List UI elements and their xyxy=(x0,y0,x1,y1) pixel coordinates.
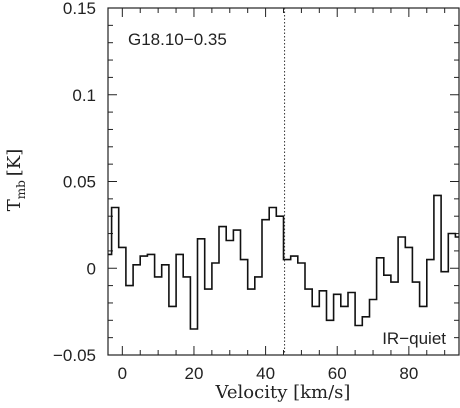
x-tick-label: 60 xyxy=(328,364,347,383)
spectrum-line xyxy=(108,194,459,330)
x-axis-label: Velocity [km/s] xyxy=(215,382,351,403)
plot-frame xyxy=(107,7,460,356)
y-axis-label-unit: [K] xyxy=(4,149,25,177)
class-annotation: IR−quiet xyxy=(382,329,446,348)
y-tick-label: 0 xyxy=(87,259,96,278)
x-tick-label: 80 xyxy=(399,364,418,383)
y-axis-label: Tmb [K] xyxy=(4,149,28,212)
svg-text:Tmb[K]: Tmb [K] xyxy=(4,149,28,212)
y-axis-label-sub: mb xyxy=(14,180,28,199)
y-tick-label: 0.05 xyxy=(63,173,96,192)
y-axis-label-main: T xyxy=(4,199,25,211)
y-tick-label: 0.1 xyxy=(72,86,96,105)
y-tick-label: 0.15 xyxy=(63,0,96,18)
series-layer xyxy=(108,194,459,330)
tick-labels: 0 20 40 60 80 −0.05 0 0.05 0.1 0.15 xyxy=(53,0,418,383)
y-tick-label: −0.05 xyxy=(53,346,96,365)
x-tick-label: 40 xyxy=(256,364,275,383)
x-tick-label: 0 xyxy=(118,364,127,383)
source-annotation: G18.10−0.35 xyxy=(128,30,227,49)
x-tick-label: 20 xyxy=(184,364,203,383)
axis-ticks xyxy=(108,7,459,356)
plot-border xyxy=(107,7,460,356)
